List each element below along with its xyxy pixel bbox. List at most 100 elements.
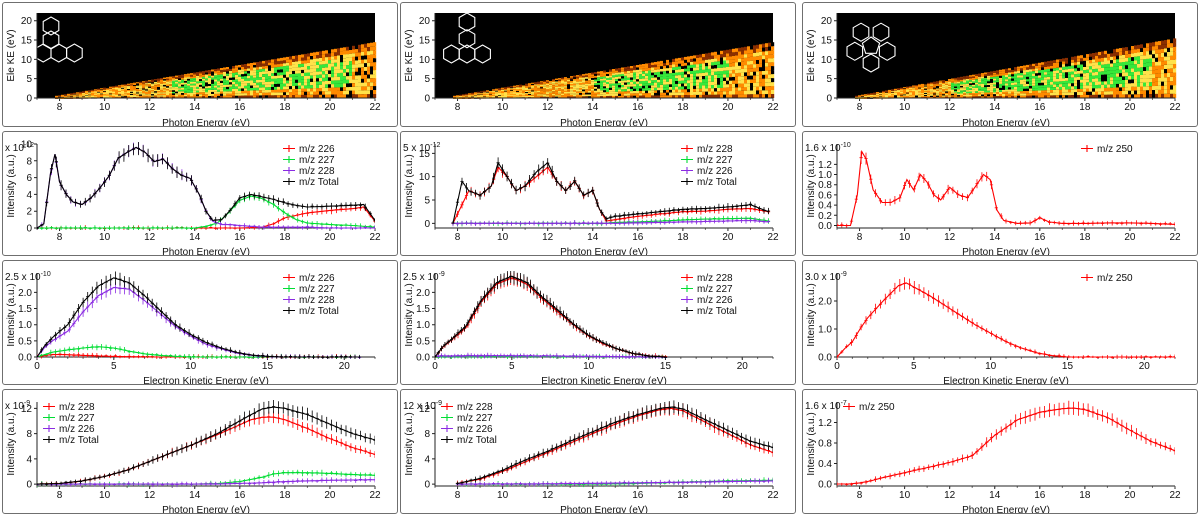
heatmap-cell — [690, 83, 694, 86]
heatmap-cell — [957, 96, 961, 98]
heatmap-cell — [1083, 67, 1087, 71]
heatmap-cell — [238, 95, 242, 98]
heatmap-cell — [645, 85, 649, 89]
heatmap-cell — [978, 84, 982, 86]
heatmap-cell — [771, 90, 775, 94]
heatmap-cell — [507, 94, 511, 96]
heatmap-cell — [361, 59, 365, 64]
heatmap-cell — [570, 88, 574, 91]
heatmap-cell — [175, 78, 179, 81]
heatmap-cell — [582, 91, 586, 93]
heatmap-cell — [187, 89, 191, 91]
heatmap-cell — [205, 70, 209, 73]
heatmap-cell — [537, 95, 541, 97]
heatmap-cell — [358, 94, 362, 98]
heatmap-cell — [645, 63, 649, 66]
heatmap-cell — [663, 65, 667, 69]
heatmap-cell — [672, 92, 676, 96]
heatmap-cell — [223, 71, 227, 75]
heatmap-cell — [1149, 66, 1153, 71]
heatmap-cell — [1119, 51, 1123, 56]
series-m-z-total — [37, 142, 375, 230]
heatmap-cell — [1071, 89, 1075, 93]
heatmap-cell — [597, 77, 601, 80]
heatmap-cell — [693, 70, 697, 74]
heatmap-cell — [639, 74, 643, 77]
heatmap-cell — [957, 81, 961, 84]
heatmap-cell — [361, 90, 365, 95]
heatmap-cell — [555, 91, 559, 93]
heatmap-cell — [106, 94, 110, 97]
heatmap-cell — [217, 81, 221, 84]
heatmap-cell — [516, 87, 520, 89]
heatmap-cell — [1116, 87, 1120, 91]
heatmap-cell — [531, 90, 535, 92]
heatmap-cell — [1014, 67, 1018, 70]
heatmap-cell — [660, 66, 664, 69]
heatmap-cell — [969, 85, 973, 87]
heatmap-cell — [355, 67, 359, 72]
heatmap-cell — [223, 67, 227, 70]
heatmap-cell — [355, 79, 359, 83]
heatmap-cell — [525, 93, 529, 96]
heatmap-cell — [534, 95, 538, 97]
heatmap-cell — [1086, 76, 1090, 80]
heatmap-cell — [516, 88, 520, 90]
heatmap-cell — [753, 82, 757, 87]
heatmap-cell — [346, 57, 350, 62]
heatmap-cell — [537, 85, 541, 87]
heatmap-cell — [597, 71, 601, 74]
heatmap-cell — [1140, 90, 1144, 95]
heatmap-cell — [936, 87, 940, 89]
heatmap-cell — [984, 72, 988, 75]
heatmap-cell — [370, 78, 374, 83]
heatmap-cell — [738, 87, 742, 91]
heatmap-cell — [1068, 86, 1072, 90]
heatmap-cell — [142, 94, 146, 96]
heatmap-cell — [717, 61, 721, 65]
heatmap-cell — [993, 78, 997, 81]
heatmap-cell — [1002, 77, 1006, 80]
heatmap-cell — [1008, 83, 1012, 86]
heatmap-cell — [738, 76, 742, 81]
heatmap-cell — [978, 82, 982, 84]
heatmap-cell — [918, 94, 922, 96]
heatmap-cell — [1137, 67, 1141, 72]
heatmap-cell — [325, 84, 329, 88]
heatmap-cell — [190, 90, 194, 93]
heatmap-cell — [118, 94, 122, 96]
heatmap-cell — [708, 81, 712, 86]
heatmap-cell — [1140, 59, 1144, 64]
heatmap-cell — [981, 85, 985, 88]
heatmap-cell — [1062, 83, 1066, 87]
heatmap-cell — [328, 87, 332, 92]
heatmap-cell — [322, 81, 326, 85]
heatmap-cell — [172, 80, 176, 83]
heatmap-cell — [241, 78, 245, 82]
heatmap-cell — [675, 86, 679, 90]
heatmap-cell — [1173, 59, 1177, 64]
heatmap-cell — [621, 89, 625, 92]
heatmap-cell — [106, 89, 110, 91]
heatmap-cell — [978, 92, 982, 95]
heatmap-cell — [966, 82, 970, 84]
heatmap-cell — [337, 76, 341, 81]
data-point — [223, 222, 227, 227]
heatmap-cell — [1146, 82, 1150, 87]
heatmap-cell — [1155, 73, 1159, 78]
heatmap-cell — [211, 96, 215, 98]
heatmap-cell — [154, 81, 158, 84]
heatmap-cell — [531, 88, 535, 90]
heatmap-cell — [109, 94, 113, 96]
heatmap-cell — [516, 94, 520, 96]
heatmap-cell — [633, 74, 637, 78]
heatmap-cell — [1161, 73, 1165, 78]
heatmap-cell — [250, 73, 254, 76]
heatmap-cell — [705, 53, 709, 57]
data-point — [93, 225, 97, 230]
heatmap-cell — [642, 83, 646, 86]
heatmap-cell — [1107, 91, 1111, 95]
heatmap-cell — [666, 73, 670, 77]
heatmap-cell — [55, 95, 59, 97]
heatmap-cell — [1146, 74, 1150, 79]
